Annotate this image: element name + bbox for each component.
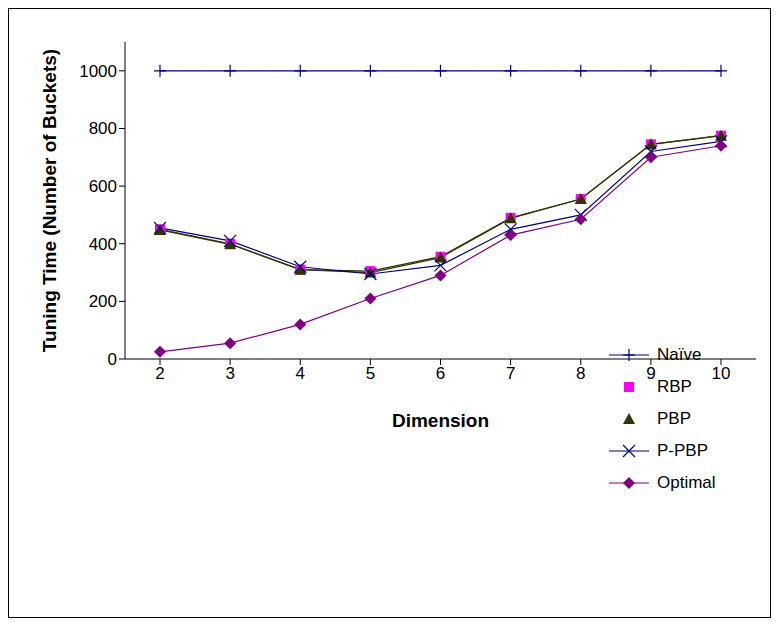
html-text:RBP: RBP — [657, 377, 692, 396]
svg-text:4: 4 — [296, 364, 305, 383]
svg-text:6: 6 — [436, 364, 445, 383]
svg-text:200: 200 — [89, 292, 117, 311]
svg-text:1000: 1000 — [79, 62, 117, 81]
svg-text:600: 600 — [89, 177, 117, 196]
html-text:P-PBP: P-PBP — [657, 441, 708, 460]
svg-text:2: 2 — [155, 364, 164, 383]
html-text:Optimal: Optimal — [657, 473, 716, 492]
svg-text:3: 3 — [225, 364, 234, 383]
html-text:PBP: PBP — [657, 409, 691, 428]
svg-text:Tuning Time (Number of Buckets: Tuning Time (Number of Buckets) — [39, 49, 60, 352]
svg-text:8: 8 — [576, 364, 585, 383]
svg-text:9: 9 — [646, 364, 655, 383]
html-text:Naïve: Naïve — [657, 345, 702, 364]
svg-text:7: 7 — [506, 364, 515, 383]
svg-text:800: 800 — [89, 119, 117, 138]
svg-text:0: 0 — [108, 350, 117, 369]
svg-text:5: 5 — [366, 364, 375, 383]
svg-text:400: 400 — [89, 235, 117, 254]
svg-text:10: 10 — [712, 364, 731, 383]
svg-text:Dimension: Dimension — [392, 410, 489, 431]
